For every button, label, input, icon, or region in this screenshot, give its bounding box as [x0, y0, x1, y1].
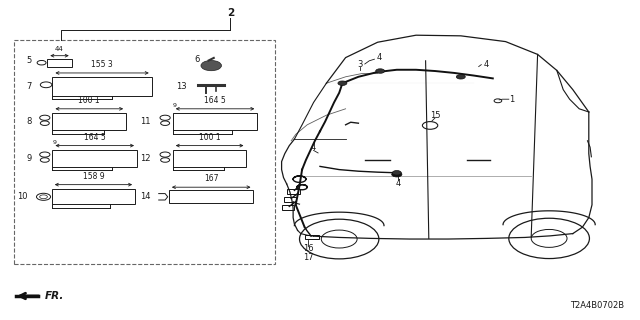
Text: 4: 4 — [376, 53, 381, 62]
Text: 12: 12 — [141, 154, 151, 163]
Text: 9: 9 — [173, 103, 177, 108]
Bar — [52, 150, 137, 167]
Bar — [47, 59, 72, 67]
Text: 155 3: 155 3 — [92, 60, 113, 69]
Circle shape — [392, 171, 401, 175]
Text: 14: 14 — [141, 192, 151, 201]
Text: 9: 9 — [27, 154, 32, 163]
Text: 4: 4 — [396, 179, 401, 188]
Bar — [52, 113, 126, 131]
Text: 100 1: 100 1 — [199, 133, 220, 142]
Text: 7: 7 — [27, 82, 32, 91]
Text: 16: 16 — [303, 244, 314, 253]
Text: 4: 4 — [484, 60, 489, 68]
Bar — [287, 189, 300, 194]
Bar — [169, 190, 253, 203]
Bar — [173, 113, 257, 131]
Bar — [284, 197, 296, 202]
Bar — [305, 235, 319, 239]
Circle shape — [392, 172, 402, 177]
Text: 9: 9 — [52, 140, 56, 145]
Text: 11: 11 — [141, 117, 151, 126]
Text: 1: 1 — [509, 95, 515, 104]
Text: 5: 5 — [27, 56, 32, 65]
Text: 10: 10 — [17, 192, 28, 201]
Bar — [52, 189, 135, 204]
Circle shape — [456, 75, 465, 79]
Text: 17: 17 — [303, 253, 314, 262]
Text: 164 5: 164 5 — [204, 96, 226, 105]
Text: 167: 167 — [204, 174, 218, 183]
Text: 15: 15 — [430, 111, 440, 120]
Text: 164 5: 164 5 — [84, 133, 106, 142]
Text: 4: 4 — [311, 143, 316, 152]
Text: 8: 8 — [27, 117, 32, 126]
Circle shape — [376, 69, 385, 73]
Text: 13: 13 — [176, 82, 187, 91]
Bar — [14, 40, 275, 264]
Circle shape — [201, 60, 221, 71]
Text: 3: 3 — [357, 60, 362, 68]
Text: 100 1: 100 1 — [79, 96, 100, 105]
Text: 6: 6 — [195, 55, 200, 64]
Circle shape — [338, 81, 347, 85]
Text: 44: 44 — [55, 46, 64, 52]
Text: FR.: FR. — [45, 291, 64, 301]
Text: T2A4B0702B: T2A4B0702B — [570, 301, 624, 310]
Bar — [282, 205, 294, 210]
Text: 158 9: 158 9 — [83, 172, 104, 181]
Bar — [52, 77, 152, 96]
Text: 2: 2 — [227, 8, 234, 18]
Bar — [173, 150, 246, 167]
